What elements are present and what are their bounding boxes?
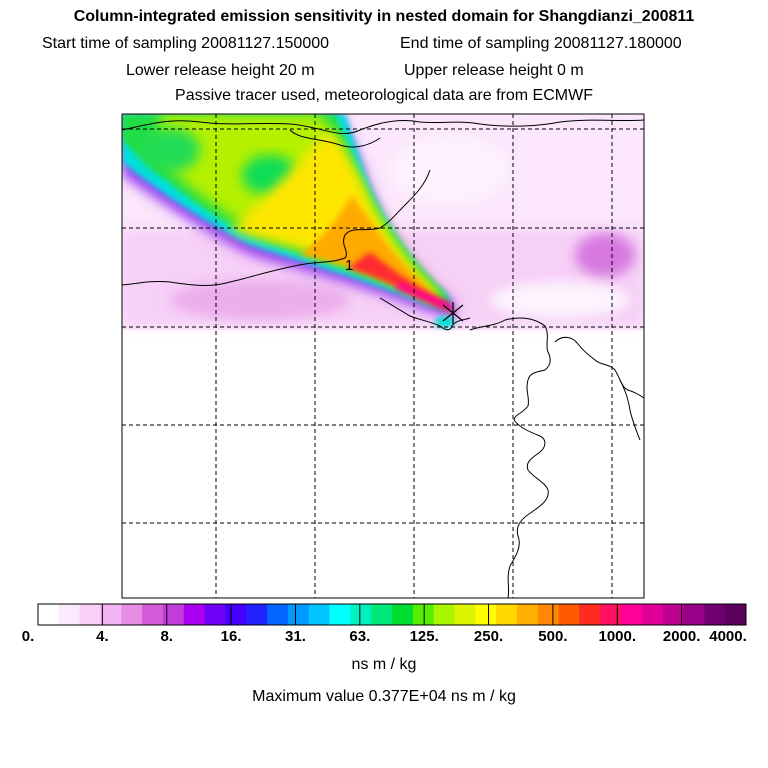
colorbar-swatch (454, 604, 476, 625)
colorbar-swatch (58, 604, 81, 625)
coastlines (122, 119, 644, 598)
colorbar-swatch (433, 604, 455, 625)
colorbar-swatch (704, 604, 726, 625)
plume-label: 1 (345, 257, 353, 274)
colorbar-swatch (79, 604, 101, 625)
colorbar-tick-label: 4. (96, 628, 109, 645)
receptor-marker (442, 302, 464, 324)
colorbar-tick-label: 4000. (709, 628, 747, 645)
colorbar-tick-label: 500. (538, 628, 568, 645)
colorbar-tick-label: 8. (160, 628, 173, 645)
field-patch-white (490, 282, 630, 318)
lower-height-label: Lower release height 20 m (126, 62, 315, 79)
chart-title: Column-integrated emission sensitivity i… (73, 8, 695, 25)
colorbar-swatch (516, 604, 539, 625)
coastline-east-small (619, 379, 641, 441)
plume-green-blob-1 (140, 128, 200, 172)
colorbar-swatch (162, 604, 185, 625)
colorbar-swatch (558, 604, 580, 625)
colorbar-swatch (267, 604, 289, 625)
colorbar-swatch (412, 604, 435, 625)
coastline-bay (122, 169, 431, 286)
colorbar-tick-label: 1000. (598, 628, 637, 645)
colorbar-swatch (225, 604, 247, 625)
colorbar-swatch (621, 604, 643, 625)
colorbar-frame (37, 603, 747, 626)
colorbar-tick-label: 250. (473, 628, 504, 645)
coastline-east (469, 317, 551, 598)
colorbar-tick-label: 125. (409, 628, 439, 645)
end-time-label: End time of sampling 20081127.180000 (400, 35, 682, 52)
colorbar-swatch (600, 604, 622, 625)
colorbar-swatch (662, 604, 685, 625)
chart-subtitle: Passive tracer used, meteorological data… (175, 87, 593, 104)
colorbar-swatch (142, 604, 164, 625)
colorbar-tick-label: 31. (285, 628, 306, 645)
colorbar-swatch (287, 604, 310, 625)
max-value-label: Maximum value 0.377E+04 ns m / kg (252, 688, 516, 705)
field-patch-pink (170, 280, 350, 320)
colorbar-swatch (350, 604, 372, 625)
colorbar-tick-label: 16. (220, 628, 242, 645)
colorbar-swatch (641, 604, 664, 625)
graticule (122, 114, 644, 598)
colorbar (37, 603, 747, 626)
colorbar-tick-label: 0. (21, 628, 35, 645)
start-time-label: Start time of sampling 20081127.150000 (42, 35, 330, 52)
colorbar-swatch (579, 604, 601, 625)
colorbar-swatch (308, 604, 331, 625)
colorbar-swatch (725, 604, 747, 625)
colorbar-swatch (183, 604, 206, 625)
colorbar-swatch (371, 604, 393, 625)
colorbar-swatch (204, 604, 226, 625)
field-patch-purple (575, 233, 635, 277)
receptor-cyan-tail (435, 316, 455, 328)
colorbar-tick-label: 2000. (662, 628, 701, 645)
upper-height-label: Upper release height 0 m (404, 62, 584, 79)
colorbar-swatch (100, 604, 122, 625)
sensitivity-field (122, 114, 644, 330)
coastline-ridge (289, 129, 381, 148)
colorbar-tick-label: 63. (349, 628, 371, 645)
colorbar-swatch (683, 604, 705, 625)
coastline-east-islands (554, 336, 644, 399)
plume-magenta (395, 282, 455, 313)
map-frame (121, 113, 645, 599)
colorbar-swatch (475, 604, 497, 625)
colorbar-swatch (392, 604, 414, 625)
plume-orange (300, 195, 445, 306)
colorbar-swatch (246, 604, 268, 625)
colorbar-units: ns m / kg (351, 656, 417, 673)
field-patch-white-2 (390, 135, 510, 205)
colorbar-swatch (329, 604, 351, 625)
colorbar-swatch (496, 604, 518, 625)
coastline-north (122, 119, 644, 135)
colorbar-swatch (38, 604, 60, 625)
colorbar-swatch (537, 604, 560, 625)
coastline-peninsula (379, 297, 471, 331)
colorbar-swatch (121, 604, 143, 625)
